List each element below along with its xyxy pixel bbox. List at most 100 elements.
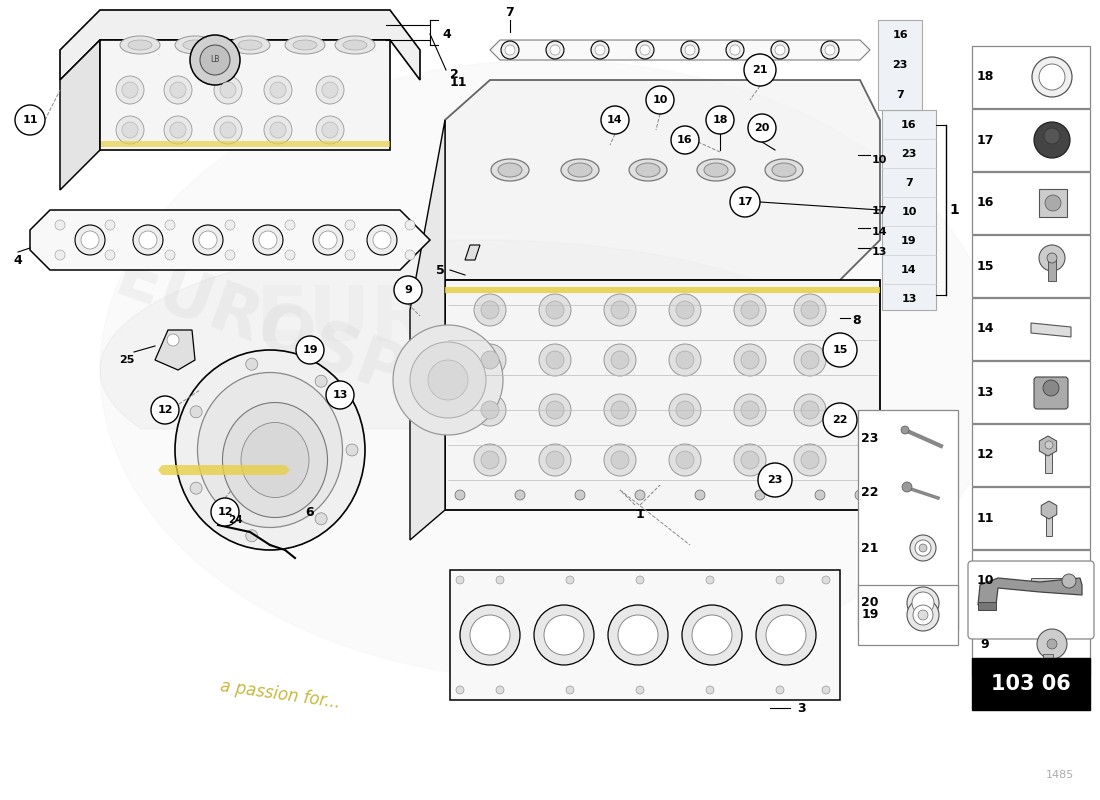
Circle shape — [676, 301, 694, 319]
Circle shape — [220, 82, 236, 98]
Circle shape — [910, 535, 936, 561]
Text: 19: 19 — [901, 236, 916, 246]
Circle shape — [610, 401, 629, 419]
Circle shape — [539, 444, 571, 476]
Circle shape — [245, 530, 257, 542]
Text: 10: 10 — [652, 95, 668, 105]
Circle shape — [316, 76, 344, 104]
Circle shape — [794, 394, 826, 426]
Circle shape — [214, 76, 242, 104]
Text: 7: 7 — [506, 6, 515, 18]
Text: 7: 7 — [905, 178, 913, 188]
Circle shape — [756, 605, 816, 665]
Text: 10: 10 — [872, 155, 888, 165]
Text: 23: 23 — [892, 60, 907, 70]
Ellipse shape — [498, 163, 522, 177]
Circle shape — [771, 41, 789, 59]
Circle shape — [192, 225, 223, 255]
Circle shape — [610, 301, 629, 319]
Circle shape — [75, 225, 104, 255]
Ellipse shape — [198, 373, 342, 527]
Circle shape — [316, 116, 344, 144]
Text: 7: 7 — [896, 90, 904, 100]
Text: 18: 18 — [977, 70, 993, 83]
Ellipse shape — [120, 36, 160, 54]
Circle shape — [500, 41, 519, 59]
Circle shape — [695, 490, 705, 500]
Circle shape — [801, 451, 820, 469]
Circle shape — [405, 250, 415, 260]
Circle shape — [167, 334, 179, 346]
Circle shape — [822, 576, 830, 584]
Text: 4: 4 — [442, 27, 451, 41]
FancyBboxPatch shape — [972, 424, 1090, 486]
FancyBboxPatch shape — [972, 613, 1090, 675]
Text: 23: 23 — [768, 475, 783, 485]
Bar — [1048, 259, 1056, 281]
Polygon shape — [490, 40, 870, 60]
Circle shape — [456, 576, 464, 584]
Text: 20: 20 — [755, 123, 770, 133]
FancyBboxPatch shape — [450, 570, 840, 700]
Text: 4: 4 — [13, 254, 22, 266]
FancyBboxPatch shape — [972, 172, 1090, 234]
Circle shape — [474, 444, 506, 476]
Text: 16: 16 — [977, 197, 993, 210]
FancyBboxPatch shape — [882, 110, 936, 310]
Ellipse shape — [636, 163, 660, 177]
FancyBboxPatch shape — [972, 109, 1090, 171]
Circle shape — [226, 250, 235, 260]
Circle shape — [164, 76, 192, 104]
Text: 12: 12 — [977, 449, 993, 462]
Ellipse shape — [697, 159, 735, 181]
Text: 11: 11 — [22, 115, 37, 125]
Circle shape — [671, 126, 698, 154]
Circle shape — [1045, 195, 1062, 211]
Circle shape — [601, 106, 629, 134]
Circle shape — [918, 544, 927, 552]
Polygon shape — [60, 10, 420, 80]
Circle shape — [676, 451, 694, 469]
Circle shape — [636, 576, 644, 584]
Text: 13: 13 — [901, 294, 916, 304]
Circle shape — [744, 54, 775, 86]
Circle shape — [610, 451, 629, 469]
Polygon shape — [978, 602, 996, 610]
Polygon shape — [30, 210, 430, 270]
Text: 1: 1 — [636, 509, 645, 522]
Circle shape — [245, 358, 257, 370]
FancyBboxPatch shape — [1034, 377, 1068, 409]
Text: 25: 25 — [119, 355, 134, 365]
Circle shape — [825, 45, 835, 55]
Circle shape — [610, 351, 629, 369]
Circle shape — [640, 45, 650, 55]
Ellipse shape — [704, 163, 728, 177]
Circle shape — [801, 301, 820, 319]
Circle shape — [669, 344, 701, 376]
Circle shape — [264, 116, 292, 144]
Circle shape — [734, 394, 766, 426]
Circle shape — [226, 220, 235, 230]
Polygon shape — [978, 578, 1082, 605]
Text: 15: 15 — [833, 345, 848, 355]
Polygon shape — [1031, 323, 1071, 337]
Circle shape — [766, 615, 806, 655]
Bar — [1045, 447, 1052, 473]
FancyBboxPatch shape — [858, 410, 958, 630]
Text: 13: 13 — [872, 247, 888, 257]
Circle shape — [1047, 253, 1057, 263]
Circle shape — [122, 82, 138, 98]
Circle shape — [200, 45, 230, 75]
Polygon shape — [1042, 501, 1057, 519]
Polygon shape — [101, 141, 390, 147]
Text: 16: 16 — [892, 30, 907, 40]
FancyBboxPatch shape — [972, 361, 1090, 423]
Ellipse shape — [343, 40, 367, 50]
Circle shape — [116, 116, 144, 144]
Ellipse shape — [238, 40, 262, 50]
Circle shape — [595, 45, 605, 55]
Circle shape — [823, 403, 857, 437]
Text: 5: 5 — [436, 263, 444, 277]
Circle shape — [546, 41, 564, 59]
Text: 23: 23 — [901, 149, 916, 159]
